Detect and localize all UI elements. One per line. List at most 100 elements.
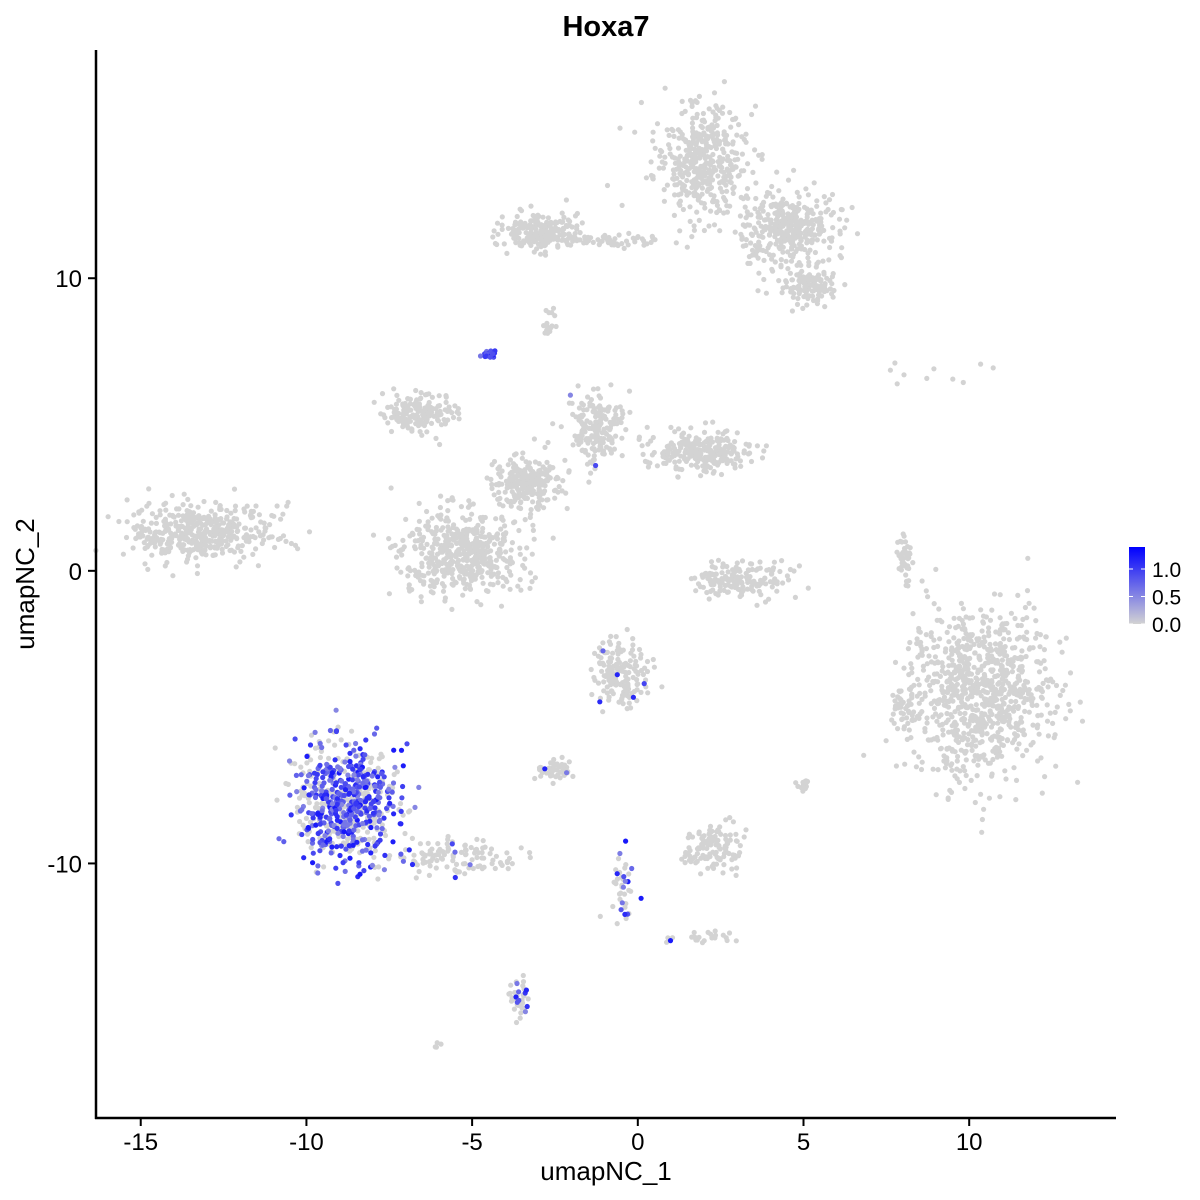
data-point — [724, 839, 730, 845]
data-point — [421, 581, 427, 587]
data-point — [952, 709, 958, 715]
data-point — [949, 687, 955, 693]
data-point — [922, 693, 928, 699]
data-point — [604, 182, 611, 189]
data-point — [701, 938, 707, 944]
data-point — [826, 257, 832, 263]
data-point — [757, 205, 764, 211]
data-point — [682, 137, 688, 143]
data-point — [261, 537, 267, 543]
data-point — [445, 508, 451, 514]
data-point — [717, 824, 723, 830]
data-point — [426, 859, 432, 865]
data-point — [194, 563, 201, 569]
data-point — [768, 203, 775, 209]
data-point — [406, 809, 412, 815]
data-point — [412, 546, 418, 552]
data-point — [616, 659, 623, 666]
data-point — [1041, 647, 1047, 653]
data-point — [793, 214, 800, 220]
data-point — [183, 517, 189, 523]
data-point — [909, 670, 915, 676]
data-point — [242, 534, 248, 540]
data-point — [711, 164, 717, 170]
data-point — [787, 566, 794, 573]
data-point — [1022, 685, 1028, 691]
data-point — [708, 435, 714, 441]
data-point — [494, 536, 501, 542]
data-point — [479, 529, 485, 535]
data-point — [469, 549, 475, 555]
data-point — [467, 545, 473, 551]
data-point — [411, 852, 417, 858]
data-point — [721, 129, 727, 135]
data-point — [588, 666, 594, 673]
data-point — [900, 716, 906, 722]
data-point — [426, 872, 432, 879]
data-point — [727, 158, 733, 164]
data-point — [597, 418, 603, 424]
data-point — [520, 972, 526, 979]
data-point — [905, 646, 912, 652]
data-point — [274, 797, 280, 803]
data-point — [854, 231, 861, 237]
data-point — [531, 536, 537, 542]
data-point — [338, 737, 344, 743]
data-point — [708, 451, 714, 457]
data-point — [480, 542, 486, 549]
data-point — [623, 686, 629, 693]
data-point — [789, 308, 796, 314]
data-point — [791, 167, 797, 173]
data-point — [965, 737, 971, 743]
data-point — [920, 663, 927, 669]
data-point — [537, 467, 543, 473]
data-point — [796, 563, 803, 569]
data-point — [511, 499, 517, 505]
data-point — [935, 700, 942, 707]
data-point — [974, 753, 981, 759]
data-point — [434, 857, 440, 864]
data-point — [490, 234, 496, 240]
data-point — [753, 567, 759, 573]
data-point — [708, 208, 714, 214]
data-point — [898, 710, 904, 716]
data-point — [581, 407, 587, 413]
data-point — [753, 195, 759, 202]
data-point — [701, 429, 708, 435]
data-point — [718, 448, 725, 454]
data-point — [689, 179, 695, 185]
data-point — [597, 660, 603, 666]
data-point — [469, 511, 475, 517]
data-point — [625, 242, 631, 248]
data-point — [698, 456, 704, 462]
data-point — [124, 497, 130, 503]
data-point — [720, 932, 726, 938]
data-point — [969, 615, 976, 621]
data-point — [966, 635, 973, 642]
data-point — [666, 132, 672, 138]
data-point — [608, 633, 614, 640]
data-point — [476, 564, 482, 570]
data-point — [163, 500, 169, 506]
data-point — [213, 517, 220, 523]
data-point — [513, 451, 519, 457]
data-point — [1016, 676, 1022, 682]
data-point — [975, 681, 981, 688]
data-point — [951, 615, 957, 621]
data-point — [525, 996, 531, 1002]
data-point — [680, 186, 686, 193]
data-point — [592, 448, 598, 454]
data-point — [782, 221, 788, 227]
data-point — [999, 676, 1005, 682]
data-point — [540, 214, 546, 220]
data-point — [979, 829, 985, 835]
data-point — [1035, 713, 1041, 719]
data-point — [687, 204, 693, 210]
data-point — [162, 519, 169, 525]
data-point — [960, 379, 966, 386]
data-point — [184, 556, 191, 562]
data-point — [804, 302, 810, 308]
data-point — [429, 846, 435, 852]
data-point — [937, 722, 943, 728]
data-point — [242, 525, 248, 531]
